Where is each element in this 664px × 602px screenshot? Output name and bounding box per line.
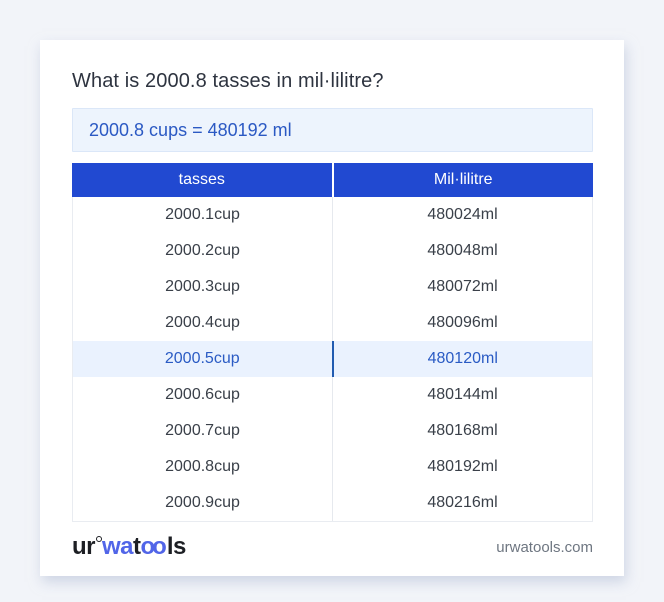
cell-millilitre: 480072ml xyxy=(332,269,592,305)
logo-text-t: t xyxy=(133,533,141,560)
cell-millilitre: 480168ml xyxy=(332,413,592,449)
table-body: 2000.1cup 480024ml 2000.2cup 480048ml 20… xyxy=(72,197,593,522)
table-row[interactable]: 2000.9cup 480216ml xyxy=(73,485,592,521)
table-header-row: tasses Mil·lilitre xyxy=(72,163,593,197)
card-footer: ur watoo ls urwatools.com xyxy=(72,531,593,563)
cell-tasses: 2000.7cup xyxy=(165,422,240,439)
cell-tasses: 2000.2cup xyxy=(165,242,240,259)
table-row[interactable]: 2000.8cup 480192ml xyxy=(73,449,592,485)
cell-tasses: 2000.8cup xyxy=(165,458,240,475)
logo-text-ls: ls xyxy=(166,533,187,560)
logo-rings-oo: oo xyxy=(140,533,167,560)
page-title: What is 2000.8 tasses in mil·lilitre? xyxy=(72,70,384,92)
cell-millilitre: 480120ml xyxy=(331,341,593,377)
converter-card: What is 2000.8 tasses in mil·lilitre? 20… xyxy=(40,40,624,576)
table-header-millilitre: Mil·lilitre xyxy=(331,163,594,197)
cell-tasses: 2000.4cup xyxy=(165,314,240,331)
table-row[interactable]: 2000.2cup 480048ml xyxy=(73,233,592,269)
conversion-table: tasses Mil·lilitre 2000.1cup 480024ml 20… xyxy=(72,163,593,522)
cell-tasses: 2000.9cup xyxy=(165,494,240,511)
table-row[interactable]: 2000.4cup 480096ml xyxy=(73,305,592,341)
table-row-highlighted[interactable]: 2000.5cup 480120ml xyxy=(73,341,592,377)
cell-millilitre: 480024ml xyxy=(332,197,592,233)
logo-ring-icon xyxy=(96,536,102,542)
cell-millilitre: 480048ml xyxy=(332,233,592,269)
cell-millilitre: 480192ml xyxy=(332,449,592,485)
cell-tasses: 2000.6cup xyxy=(165,386,240,403)
logo-text-wa: wa xyxy=(102,533,134,560)
logo-text-ur: ur xyxy=(72,533,96,560)
table-row[interactable]: 2000.3cup 480072ml xyxy=(73,269,592,305)
cell-tasses: 2000.5cup xyxy=(164,350,240,367)
conversion-result-text: 2000.8 cups = 480192 ml xyxy=(89,119,292,140)
site-url: urwatools.com xyxy=(496,538,593,556)
site-logo[interactable]: ur watoo ls xyxy=(72,533,186,561)
cell-millilitre: 480144ml xyxy=(332,377,592,413)
table-row[interactable]: 2000.1cup 480024ml xyxy=(73,197,592,233)
cell-millilitre: 480096ml xyxy=(332,305,592,341)
cell-tasses: 2000.1cup xyxy=(165,206,240,223)
cell-millilitre: 480216ml xyxy=(332,485,592,521)
table-header-tasses: tasses xyxy=(178,171,225,188)
conversion-result-box: 2000.8 cups = 480192 ml xyxy=(72,108,593,152)
cell-tasses: 2000.3cup xyxy=(165,278,240,295)
table-row[interactable]: 2000.7cup 480168ml xyxy=(73,413,592,449)
table-row[interactable]: 2000.6cup 480144ml xyxy=(73,377,592,413)
